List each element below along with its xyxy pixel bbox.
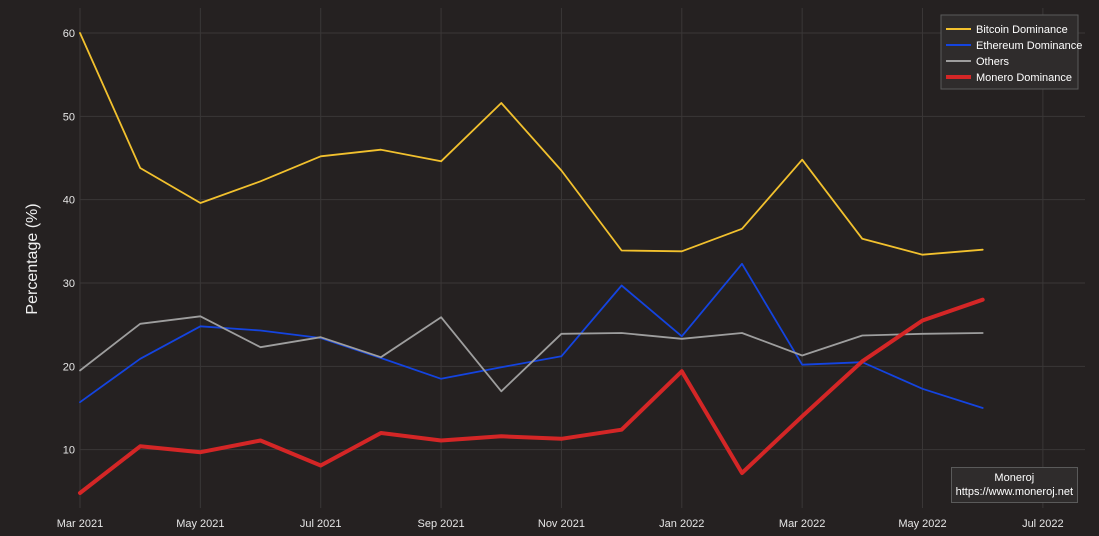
y-tick-label: 30 xyxy=(63,278,75,290)
series-line-monero-dominance xyxy=(78,297,985,495)
annotation-url[interactable]: https://www.moneroj.net xyxy=(955,486,1073,498)
y-tick-label: 20 xyxy=(63,361,75,373)
legend-entry[interactable]: Bitcoin Dominance xyxy=(976,24,1068,36)
y-axis-label: Percentage (%) xyxy=(24,203,41,314)
legend-entry[interactable]: Ethereum Dominance xyxy=(976,40,1082,52)
y-tick-label: 10 xyxy=(63,445,75,457)
y-tick-label: 50 xyxy=(63,111,75,123)
y-tick-label: 60 xyxy=(63,28,75,40)
grid-lines xyxy=(79,8,1085,508)
y-tick-label: 40 xyxy=(63,195,75,207)
x-tick-label: Jan 2022 xyxy=(659,518,704,530)
series-line-ethereum-dominance xyxy=(79,262,984,409)
x-tick-label: Nov 2021 xyxy=(538,518,585,530)
x-tick-label: Mar 2021 xyxy=(57,518,103,530)
x-tick-label: May 2022 xyxy=(898,518,946,530)
source-annotation: Moneroj https://www.moneroj.net xyxy=(950,467,1078,503)
x-tick-label: Jul 2022 xyxy=(1022,518,1064,530)
x-tick-label: Jul 2021 xyxy=(300,518,342,530)
legend-entry[interactable]: Others xyxy=(976,56,1010,68)
x-tick-label: Sep 2021 xyxy=(418,518,465,530)
x-axis-ticks: Mar 2021 May 2021 Jul 2021 Sep 2021 Nov 2021… xyxy=(57,518,1064,530)
legend-entry[interactable]: Monero Dominance xyxy=(976,72,1072,84)
y-axis-ticks: 10 20 30 40 50 60 xyxy=(63,28,75,457)
x-tick-label: May 2021 xyxy=(176,518,224,530)
annotation-title: Moneroj xyxy=(994,472,1035,484)
x-tick-label: Mar 2022 xyxy=(779,518,825,530)
series-line-others xyxy=(79,315,984,393)
series-lines xyxy=(78,32,985,495)
legend[interactable]: Bitcoin Dominance Ethereum Dominance Other… xyxy=(940,14,1082,90)
series-line-bitcoin-dominance xyxy=(79,32,984,256)
